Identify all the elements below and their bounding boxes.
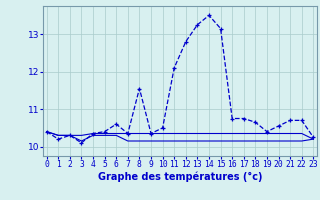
X-axis label: Graphe des températures (°c): Graphe des températures (°c): [98, 172, 262, 182]
